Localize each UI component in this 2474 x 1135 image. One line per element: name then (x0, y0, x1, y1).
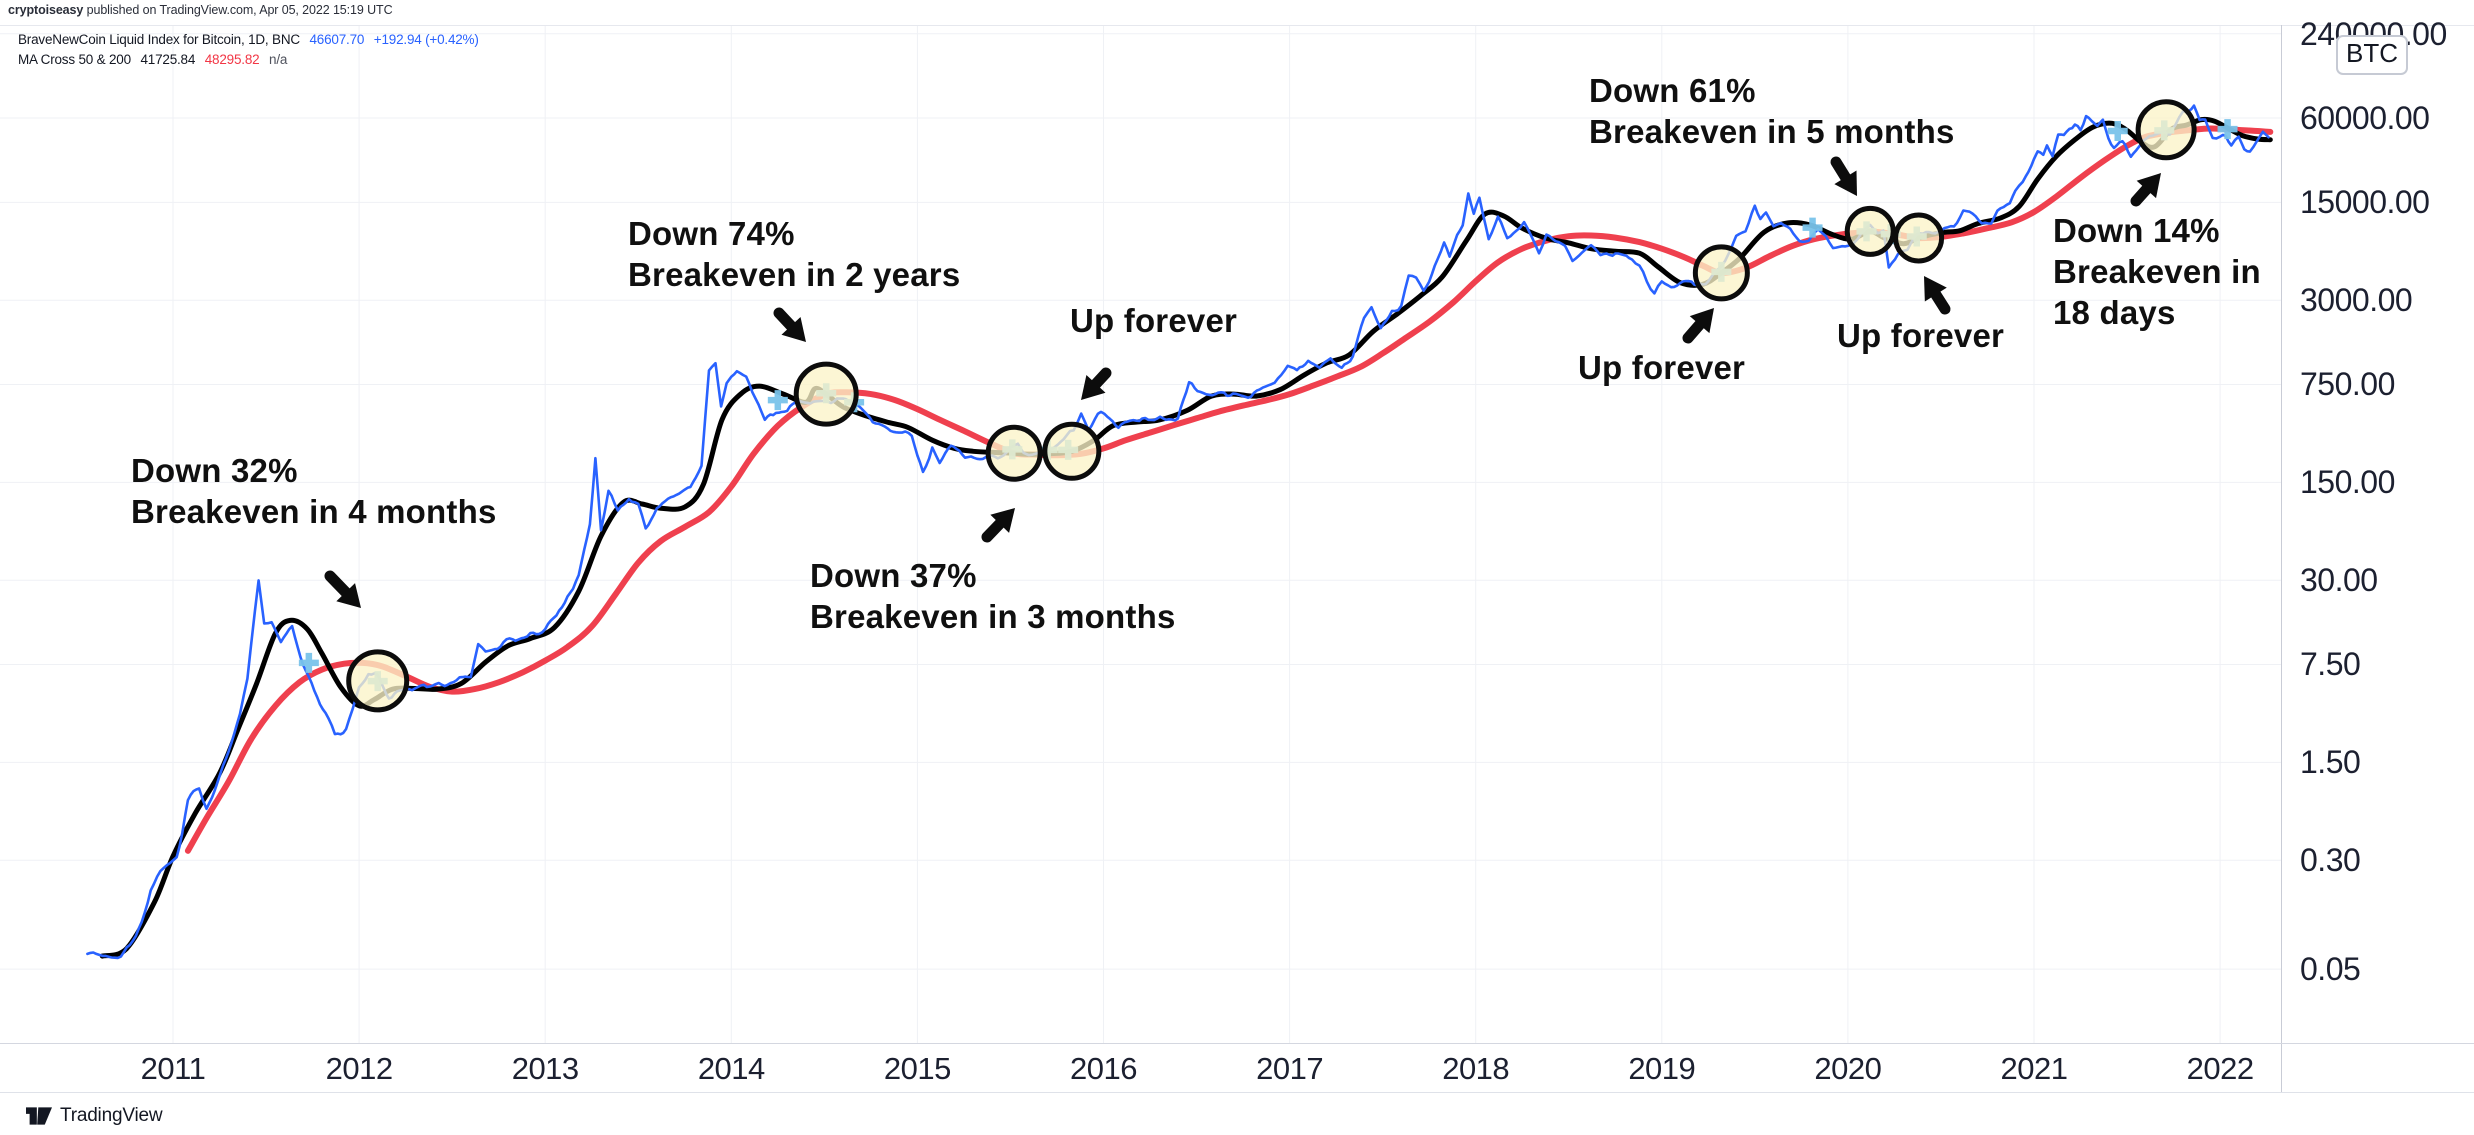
time-axis-label: 2011 (140, 1051, 206, 1086)
legend-symbol-row[interactable]: BraveNewCoin Liquid Index for Bitcoin, 1… (18, 30, 485, 50)
attribution-username: cryptoiseasy (8, 3, 84, 17)
highlight-circle (1893, 212, 1945, 264)
time-axis-label: 2013 (511, 1051, 579, 1086)
price-change: +192.94 (+0.42%) (373, 32, 479, 47)
highlight-circles (346, 99, 2197, 713)
time-axis-label: 2019 (1628, 1051, 1696, 1086)
price-scale-border (2281, 25, 2282, 1092)
price-axis-label: 150.00 (2300, 464, 2395, 501)
ma-cross-markers (298, 119, 2238, 692)
time-axis-label: 2018 (1442, 1051, 1510, 1086)
last-price: 46607.70 (309, 32, 365, 47)
price-axis-label: 30.00 (2300, 562, 2378, 599)
ma200-value: 48295.82 (204, 52, 260, 67)
legend: BraveNewCoin Liquid Index for Bitcoin, 1… (18, 30, 485, 70)
price-axis-label: 750.00 (2300, 366, 2395, 403)
highlight-circle (1042, 421, 1102, 481)
time-axis-label: 2020 (1814, 1051, 1882, 1086)
pane-top-border (0, 25, 2474, 26)
time-axis-label: 2015 (883, 1051, 951, 1086)
price-axis-label: 60000.00 (2300, 100, 2430, 137)
highlight-circle (985, 424, 1043, 482)
time-axis-label: 2021 (2000, 1051, 2068, 1086)
time-scale[interactable]: 2011 2012 2013 2014 2015 2016 2017 2018 2019 2020… (0, 1043, 2474, 1092)
price-axis-label: 3000.00 (2300, 282, 2413, 319)
time-scale-bottom-border (0, 1092, 2474, 1093)
attribution-line: cryptoiseasy published on TradingView.co… (8, 3, 393, 17)
price-axis-label: 7.50 (2300, 646, 2361, 683)
time-axis-label: 2014 (697, 1051, 765, 1086)
time-axis-label: 2012 (325, 1051, 393, 1086)
highlight-circle (793, 361, 859, 427)
cross-value: n/a (269, 52, 288, 67)
pane (0, 26, 2281, 1043)
ma50-value: 41725.84 (140, 52, 196, 67)
time-axis-label: 2017 (1256, 1051, 1324, 1086)
price-scale[interactable]: 240000.00 60000.00 15000.00 3000.00 750.00 15… (2282, 16, 2474, 1043)
price-axis-label: 0.05 (2300, 951, 2361, 988)
tradingview-logo-icon (26, 1107, 52, 1125)
tradingview-logo-text: TradingView (60, 1105, 163, 1126)
annotation-arrows (324, 156, 2161, 608)
indicator-title: MA Cross 50 & 200 (18, 52, 131, 67)
currency-toggle-button[interactable]: BTC (2336, 35, 2408, 75)
tradingview-link[interactable]: TradingView (26, 1102, 163, 1130)
highlight-circle (2135, 99, 2197, 161)
symbol-title: BraveNewCoin Liquid Index for Bitcoin, 1… (18, 32, 300, 47)
time-scale-top-border (0, 1043, 2474, 1044)
legend-indicator-row[interactable]: MA Cross 50 & 200 41725.84 48295.82 n/a (18, 50, 485, 70)
time-axis-label: 2016 (1070, 1051, 1137, 1086)
price-axis-label: 0.30 (2300, 842, 2361, 879)
highlight-circle (1692, 244, 1750, 302)
highlight-circle (1844, 205, 1896, 257)
price-axis-label: 1.50 (2300, 744, 2361, 781)
time-axis-label: 2022 (2186, 1051, 2254, 1086)
attribution-text: published on TradingView.com, Apr 05, 20… (83, 3, 393, 17)
highlight-circle (346, 649, 410, 713)
price-axis-label: 15000.00 (2300, 184, 2430, 221)
series-ma-50 (99, 116, 2273, 959)
grid-lines (0, 26, 2281, 1043)
series-ma-200 (184, 125, 2274, 854)
